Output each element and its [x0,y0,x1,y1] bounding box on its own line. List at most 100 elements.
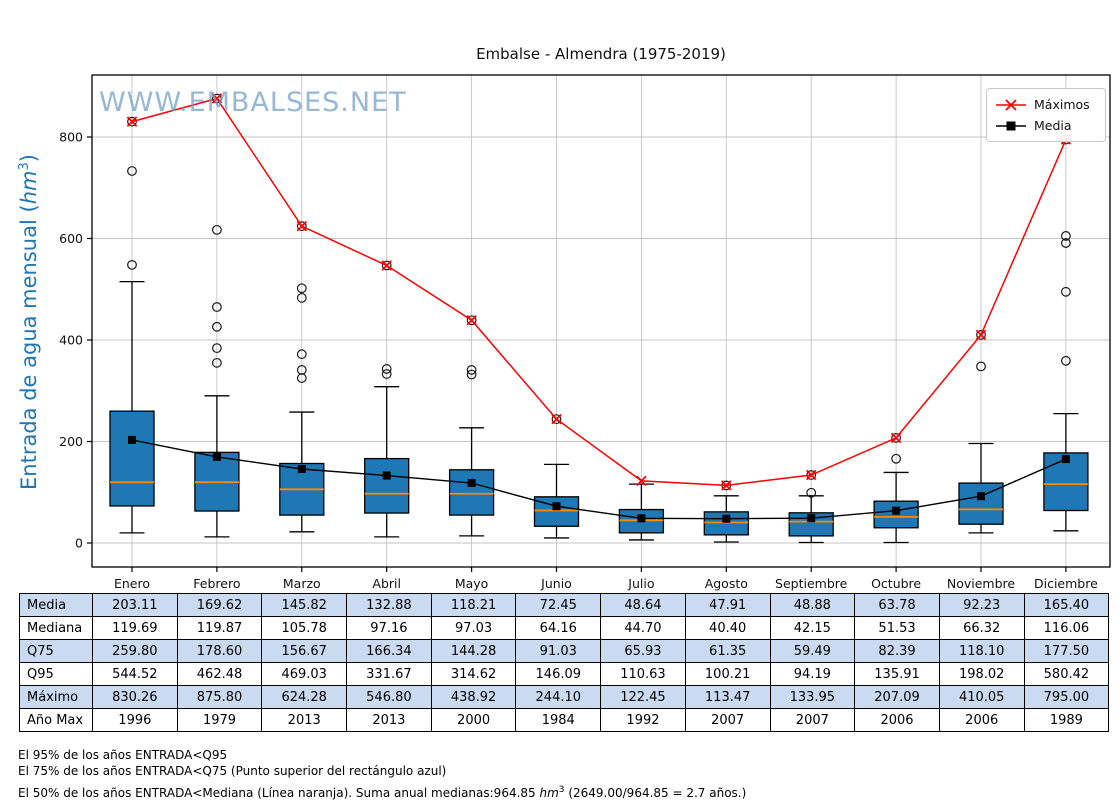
value-cell: 97.03 [430,616,517,640]
value-cell: 119.69 [92,616,178,640]
value-cell: 178.60 [176,639,263,663]
mean-marker [297,464,306,473]
max-marker [805,469,817,481]
value-cell: 2007 [769,708,856,732]
box-enero [109,116,155,534]
outlier-point [296,365,307,375]
outlier-point [211,302,222,312]
value-cell: 410.05 [938,685,1025,709]
outlier-point [1060,355,1071,366]
table-row-maximo: Máximo 830.26 875.80 624.28 546.80 438.92 244.… [19,685,1110,709]
value-cell: 135.91 [854,662,940,686]
max-marker [636,475,647,487]
y-axis-label: Entrada de agua mensual (hm3) [17,147,49,497]
value-cell: 462.48 [176,662,263,686]
max-marker [551,413,562,425]
value-cell: 61.35 [684,639,771,663]
month-label: Mayo [455,576,489,591]
value-cell: 1989 [1023,708,1110,732]
box-abril [364,260,410,538]
value-cell: 624.28 [261,685,348,709]
month-label: Julio [627,576,654,591]
mean-marker [892,506,901,515]
month-label: Septiembre [775,576,848,591]
outlier-point [1060,238,1071,248]
box-mayo [448,315,495,537]
value-cell: 438.92 [430,685,517,709]
maximos-line-x-icon [996,98,1026,111]
footer-line-mediana: El 50% de los años ENTRADA<Mediana (Líne… [18,785,747,800]
outlier-point [891,453,901,464]
mean-marker [128,435,136,444]
value-cell: 1984 [515,708,602,732]
value-cell: 314.62 [430,662,517,686]
value-cell: 59.49 [769,639,856,663]
month-label: Junio [540,576,572,591]
value-cell: 2006 [854,708,940,732]
value-cell: 145.82 [261,593,348,617]
value-cell: 72.45 [515,593,602,617]
month-label: Febrero [193,576,240,591]
y-axis-label-suffix: ) [17,154,41,163]
chart-title: Embalse - Almendra (1975-2019) [476,45,726,63]
mean-marker [1061,455,1070,464]
y-axis-ticks: 0 200 400 600 800 [59,130,92,551]
value-cell: 118.21 [430,593,517,617]
box-julio [618,483,665,541]
outlier-point [551,414,562,425]
value-cell: 118.10 [938,639,1025,663]
media-series [128,435,1070,523]
value-cell: 259.80 [92,639,178,663]
legend: Máximos Media [986,88,1106,142]
value-cell: 166.34 [346,639,432,663]
max-marker [126,116,138,127]
outlier-point [127,166,137,176]
outlier-point [296,292,307,303]
outlier-point [296,349,307,360]
value-cell: 169.62 [176,593,263,617]
outlier-point [211,343,222,354]
axes-frame [91,74,1111,568]
value-cell: 64.16 [515,616,602,640]
box-febrero [194,93,240,538]
value-cell: 830.26 [92,685,178,709]
legend-label-maximos: Máximos [1034,97,1090,112]
value-cell: 100.21 [684,662,771,686]
value-cell: 133.95 [769,685,856,709]
value-cell: 63.78 [854,593,940,617]
outlier-point [127,116,137,127]
outlier-point [1060,231,1071,241]
value-cell: 113.47 [684,685,771,709]
max-marker [890,432,902,444]
value-cell: 203.11 [92,593,178,617]
value-cell: 177.50 [1023,639,1110,663]
y-axis-exponent: 3 [17,162,32,171]
watermark: WWW.EMBALSES.NET [99,87,407,118]
box-marzo [279,221,325,533]
legend-label-media: Media [1034,118,1072,133]
month-label: Enero [114,576,150,591]
value-cell: 244.10 [515,685,602,709]
legend-item-maximos: Máximos [995,94,1097,115]
max-marker [296,220,308,232]
table-row-q75: Q75 259.80 178.60 156.67 166.34 144.28 91.03 65… [19,639,1110,663]
row-label: Q95 [19,662,93,686]
value-cell: 116.06 [1023,616,1110,640]
month-label: Agosto [705,576,748,591]
outlier-point [466,369,477,380]
value-cell: 92.23 [938,593,1025,617]
value-cell: 2000 [430,708,517,732]
value-cell: 51.53 [854,616,940,640]
outlier-point [466,315,477,326]
value-cell: 122.45 [600,685,686,709]
value-cell: 110.63 [600,662,686,686]
value-cell: 47.91 [684,593,771,617]
outlier-point [381,364,392,374]
value-cell: 48.64 [600,593,686,617]
outlier-point [127,259,137,270]
value-cell: 198.02 [938,662,1025,686]
table-row-q95: Q95 544.52 462.48 469.03 331.67 314.62 146.09 1… [19,662,1110,686]
outlier-point [466,365,477,375]
table-row-media: Media 203.11 169.62 145.82 132.88 118.21 72.45… [19,593,1110,617]
footer-line-q75: El 75% de los años ENTRADA<Q75 (Punto su… [18,764,447,778]
